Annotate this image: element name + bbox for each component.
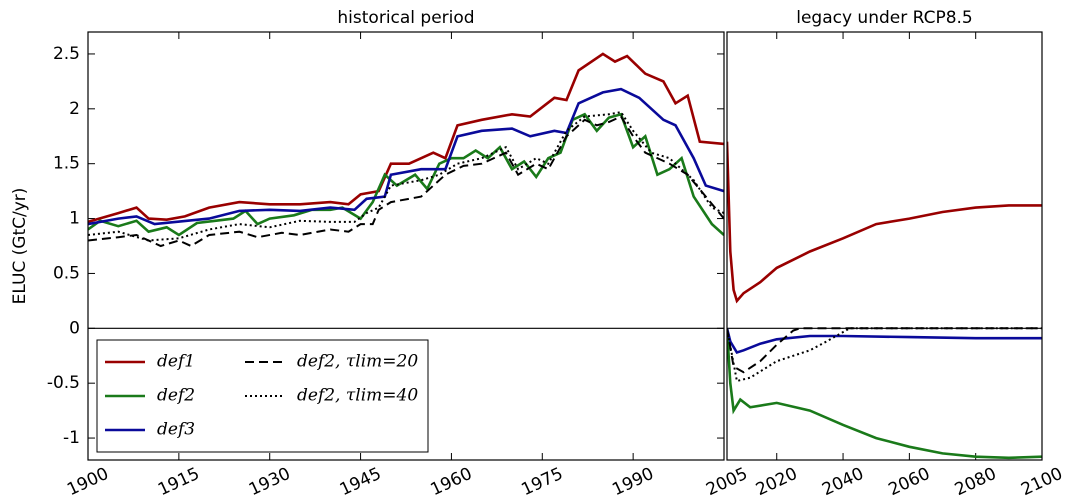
x-tick-label: 1990 xyxy=(609,464,657,500)
series-line xyxy=(88,115,724,248)
legend-box xyxy=(96,339,429,453)
series-line xyxy=(88,52,724,224)
x-tick-label: 2080 xyxy=(952,464,1000,500)
series-line xyxy=(727,327,1042,355)
series-line xyxy=(727,141,1042,304)
plot-frame xyxy=(87,31,725,461)
y-tick-label: 2 xyxy=(69,99,80,119)
panel-title: legacy under RCP8.5 xyxy=(796,8,973,28)
series-line xyxy=(727,328,1042,460)
series-line xyxy=(88,87,724,226)
panel-title: historical period xyxy=(337,8,474,28)
legend-label: def2 xyxy=(157,386,195,406)
y-tick-label: 2.5 xyxy=(53,44,80,64)
x-tick-label: 2005 xyxy=(703,464,751,500)
y-tick-label: 1.5 xyxy=(53,154,80,174)
y-tick-label: -0.5 xyxy=(47,373,80,393)
x-tick-label: 2100 xyxy=(1018,464,1066,500)
legend-label: def2, τlim=20 xyxy=(297,352,418,372)
plot-frame xyxy=(726,31,1043,461)
x-tick-label: 2060 xyxy=(886,464,934,500)
series-line xyxy=(727,327,1042,374)
y-tick-label: 0 xyxy=(69,318,80,338)
x-tick-label: 1945 xyxy=(337,464,385,500)
x-tick-label: 2040 xyxy=(819,464,867,500)
legend-label: def1 xyxy=(157,352,195,372)
y-axis-label: ELUC (GtC/yr) xyxy=(10,188,30,305)
series-line xyxy=(88,110,724,242)
x-tick-label: 1960 xyxy=(428,464,476,500)
x-tick-label: 1975 xyxy=(518,464,566,500)
series-line xyxy=(88,112,724,237)
y-tick-label: 0.5 xyxy=(53,263,80,283)
x-tick-label: 2020 xyxy=(753,464,801,500)
x-tick-label: 1930 xyxy=(246,464,294,500)
x-tick-label: 1915 xyxy=(155,464,203,500)
legend: def1 def2 def3 def2, τlim=20 def2, τlim=40 xyxy=(96,339,429,453)
series-line xyxy=(727,327,1042,383)
x-tick-label: 1900 xyxy=(64,464,112,500)
legend-label: def3 xyxy=(157,420,195,440)
y-tick-label: -1 xyxy=(63,428,80,448)
y-tick-label: 1 xyxy=(69,209,80,229)
legend-label: def2, τlim=40 xyxy=(297,386,418,406)
